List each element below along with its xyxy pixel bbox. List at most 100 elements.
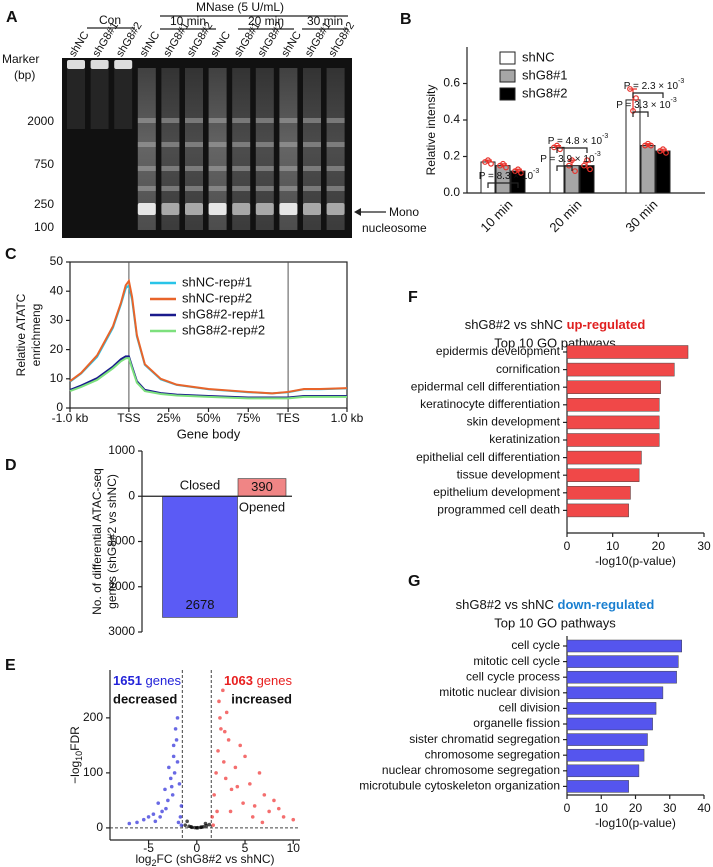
bar [566,398,660,412]
label-rest: FC (shG8#2 vs shNC) [157,852,275,866]
point [233,765,238,770]
marker-size: 250 [34,197,54,211]
x-tick-label: 30 min [622,197,660,235]
category-label: organelle fission [473,716,560,730]
category-label: Opened [239,500,285,515]
gel-smear [137,68,156,230]
p-value-text: P = 2.3 × 10 [624,81,679,92]
gene-count-number: 1063 [224,673,253,688]
y-tick-label: 20 [50,342,64,356]
y-tick-label: 2000 [108,579,135,593]
gel-band [255,186,274,191]
point [135,820,139,825]
point [203,821,208,826]
category-label: programmed cell death [437,503,560,517]
y-tick-label: 40 [50,283,64,297]
category-label: cell cycle [511,638,560,652]
replicate-dot [648,142,654,149]
point [216,749,220,753]
gel-smear [185,68,203,230]
point [127,821,132,826]
gene-count: 1063 genes [224,673,292,688]
legend-swatch [499,69,516,83]
point [172,771,177,775]
legend-label: shG8#2-rep#2 [182,322,265,337]
replicate-dot [518,170,524,176]
point [217,699,221,704]
category-label: cell division [499,701,560,715]
gel-band [137,118,156,123]
replicate-dot [633,95,639,101]
replicate-dot [485,157,491,164]
point [189,824,193,829]
point [243,754,247,759]
point [215,809,219,814]
category-label: keratinization [489,432,560,446]
category-label: sister chromatid segregation [409,732,560,746]
gel-band [137,166,156,171]
panel-letter: B [400,11,412,28]
gel-band [114,60,133,69]
p-value: P = 2.3 × 10-3 [624,78,685,92]
x-tick-label: 10 [595,801,609,815]
point [171,754,176,759]
gel-band [255,118,274,123]
p-value: P = 4.8 × 10-3 [548,133,609,147]
point [223,776,228,781]
y-tick-label: 100 [83,765,103,779]
point [224,710,229,715]
point [281,815,286,819]
category-label: epithelium development [433,485,560,499]
chart-title: shG8#2 vs shNC up-regulated [465,317,646,332]
gene-count-unit: genes [142,673,182,688]
legend-swatch [499,87,516,101]
gel-band [279,186,298,191]
gel-band [161,186,180,191]
gel-band [161,166,180,171]
gel-smear [303,68,321,230]
group-label: MNase (5 U/mL) [196,0,284,14]
legend-label: shG8#2 [522,85,568,100]
x-tick-label: -1.0 kb [52,411,89,425]
marker-size: 2000 [27,114,54,128]
x-axis-label: Gene body [177,426,241,441]
gel-band [232,186,251,191]
y-axis-label: Relative intensity [424,85,438,176]
gel-band [232,203,251,215]
y-tick-label: 0 [56,400,63,414]
bar [655,150,671,194]
group-label: Con [99,13,121,27]
gel-band [185,186,203,191]
chart-title: shG8#2 vs shNC down-regulated [456,597,655,612]
gel-band [303,166,321,171]
x-tick-label: 0 [564,801,571,815]
point [257,771,262,775]
point [248,782,252,786]
gel-band [303,203,321,215]
point [219,727,223,731]
gel-band [255,142,274,147]
gel-band [255,166,274,171]
marker-unit: (bp) [14,68,35,82]
point [250,815,255,819]
point [151,812,156,816]
gel-smear [326,68,345,230]
category-label: chromosome segregation [425,747,560,761]
point [210,815,215,819]
panel-letter: F [408,289,418,306]
panel-letter: C [5,246,17,263]
replicate-dot [627,86,633,92]
bar [566,433,660,447]
point [260,820,265,825]
category-label: mitotic nuclear division [439,685,560,699]
arrow-label: nucleosome [362,221,427,235]
replicate-dot [584,157,590,164]
gel-band [185,118,203,123]
x-tick-label: 75% [236,411,260,425]
point [272,798,276,803]
point [241,801,245,805]
p-value: P = 3.9 × 10-3 [540,151,601,165]
point [179,804,184,808]
bar [566,670,677,684]
gene-direction: decreased [113,691,177,706]
